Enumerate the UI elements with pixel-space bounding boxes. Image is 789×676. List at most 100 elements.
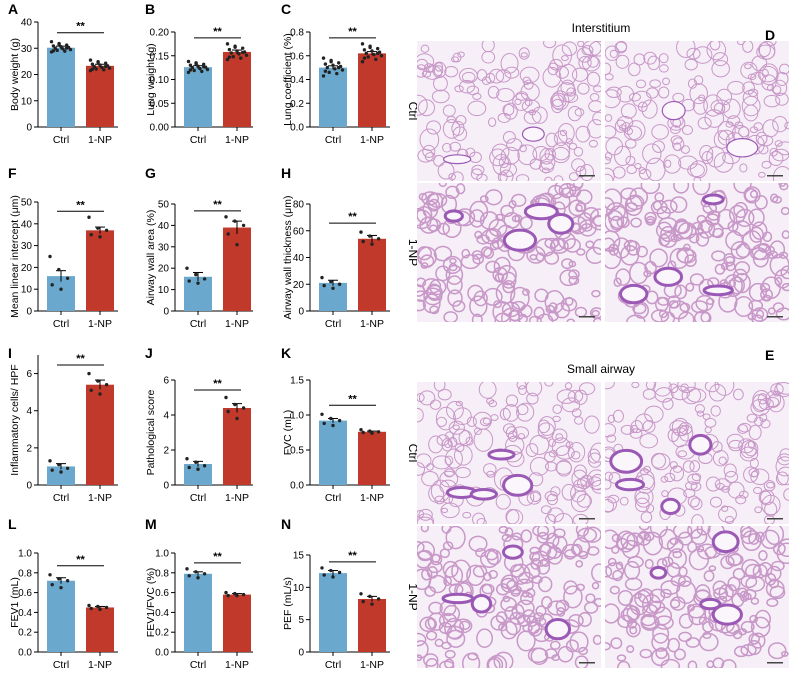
alveolus bbox=[444, 617, 465, 640]
data-point bbox=[376, 51, 380, 56]
alveolus bbox=[451, 171, 464, 181]
alveolus bbox=[772, 165, 789, 181]
alveolus bbox=[481, 41, 495, 53]
alveolus bbox=[629, 625, 638, 635]
alveolus bbox=[727, 115, 741, 126]
airway-lumen bbox=[699, 597, 722, 611]
data-point bbox=[57, 267, 61, 272]
y-tick-label: 0.5 bbox=[290, 446, 304, 457]
alveolus bbox=[769, 585, 786, 600]
alveolus bbox=[677, 311, 695, 322]
data-point bbox=[202, 277, 207, 281]
alveolus bbox=[448, 420, 465, 435]
alveolus bbox=[748, 533, 760, 545]
data-point bbox=[90, 62, 95, 66]
alveolus bbox=[725, 121, 734, 128]
alveolus bbox=[444, 65, 459, 78]
alveolus bbox=[552, 415, 561, 423]
alveolus bbox=[605, 382, 615, 390]
data-point bbox=[205, 67, 210, 72]
scale-bar bbox=[767, 662, 783, 664]
alveolus bbox=[446, 400, 464, 420]
y-tick-label: 0 bbox=[163, 481, 169, 492]
alveolus bbox=[608, 472, 621, 484]
y-tick-label: 4 bbox=[163, 411, 169, 422]
alveolus bbox=[750, 632, 766, 649]
alveolus bbox=[472, 92, 482, 100]
alveolus bbox=[493, 651, 514, 668]
alveolus bbox=[455, 183, 466, 195]
alveolus bbox=[757, 393, 768, 405]
alveolus bbox=[735, 208, 755, 227]
data-point bbox=[331, 423, 335, 428]
alveolus bbox=[683, 488, 696, 498]
alveolus bbox=[553, 175, 564, 181]
alveolus bbox=[693, 310, 712, 322]
alveolar-duct bbox=[521, 126, 545, 142]
alveolus bbox=[420, 262, 429, 269]
alveolus bbox=[417, 632, 427, 647]
alveolus bbox=[718, 506, 737, 523]
y-tick-label: 0.4 bbox=[18, 608, 32, 619]
data-point bbox=[87, 215, 91, 219]
alveolus bbox=[635, 245, 648, 258]
alveolus bbox=[445, 526, 466, 550]
y-tick-label: 0.2 bbox=[290, 99, 304, 110]
data-point bbox=[321, 56, 326, 60]
y-tick-label: 50 bbox=[21, 198, 33, 209]
alveolus bbox=[605, 173, 614, 181]
x-category-label: 1-NP bbox=[225, 492, 249, 504]
histology-image bbox=[417, 41, 601, 181]
alveolus bbox=[417, 148, 434, 163]
alveolus bbox=[583, 526, 601, 543]
bar-ctrl bbox=[319, 573, 347, 652]
bar-ctrl bbox=[47, 580, 75, 652]
data-point bbox=[187, 465, 191, 470]
alveolus bbox=[476, 628, 494, 648]
histology-row-label: Ctrl bbox=[406, 444, 420, 463]
data-point bbox=[65, 46, 69, 50]
alveolus bbox=[708, 565, 717, 572]
data-point bbox=[49, 39, 54, 44]
data-point bbox=[337, 282, 342, 286]
alveolus bbox=[742, 81, 755, 95]
alveolus bbox=[617, 614, 634, 629]
alveolus bbox=[652, 624, 670, 644]
alveolus bbox=[635, 491, 650, 505]
alveolus bbox=[712, 657, 725, 668]
alveolus bbox=[536, 559, 551, 575]
alveolus bbox=[419, 216, 439, 234]
x-category-label: Ctrl bbox=[53, 134, 69, 146]
histology-image bbox=[605, 41, 789, 181]
x-category-label: Ctrl bbox=[325, 492, 341, 504]
alveolus bbox=[629, 187, 649, 207]
data-point bbox=[196, 576, 200, 580]
alveolus bbox=[628, 62, 641, 77]
alveolus bbox=[567, 105, 582, 122]
alveolus bbox=[668, 300, 679, 309]
alveolus bbox=[733, 388, 744, 401]
bar-1np bbox=[86, 384, 114, 485]
data-point bbox=[92, 64, 97, 69]
alveolus bbox=[542, 66, 562, 88]
alveolus bbox=[711, 250, 726, 262]
alveolus bbox=[568, 269, 580, 280]
data-point bbox=[368, 429, 372, 433]
alveolus bbox=[750, 399, 770, 416]
y-axis-title: Lung weight (g) bbox=[145, 43, 157, 115]
alveolus bbox=[744, 63, 752, 70]
alveolus bbox=[619, 496, 629, 506]
alveolus bbox=[659, 64, 669, 73]
data-point bbox=[98, 607, 102, 612]
alveolus bbox=[640, 614, 660, 631]
alveolus bbox=[765, 526, 785, 546]
alveolus bbox=[573, 389, 588, 405]
alveolus bbox=[667, 637, 680, 653]
alveolus bbox=[763, 94, 781, 108]
chart-panel-j: J 0 2 4 6 Pathological score Ctrl 1-NP ** bbox=[145, 345, 253, 504]
y-axis-title: PEF (mL/s) bbox=[282, 577, 294, 630]
alveolus bbox=[706, 146, 726, 168]
alveolus bbox=[433, 245, 453, 262]
alveolus bbox=[568, 172, 579, 181]
